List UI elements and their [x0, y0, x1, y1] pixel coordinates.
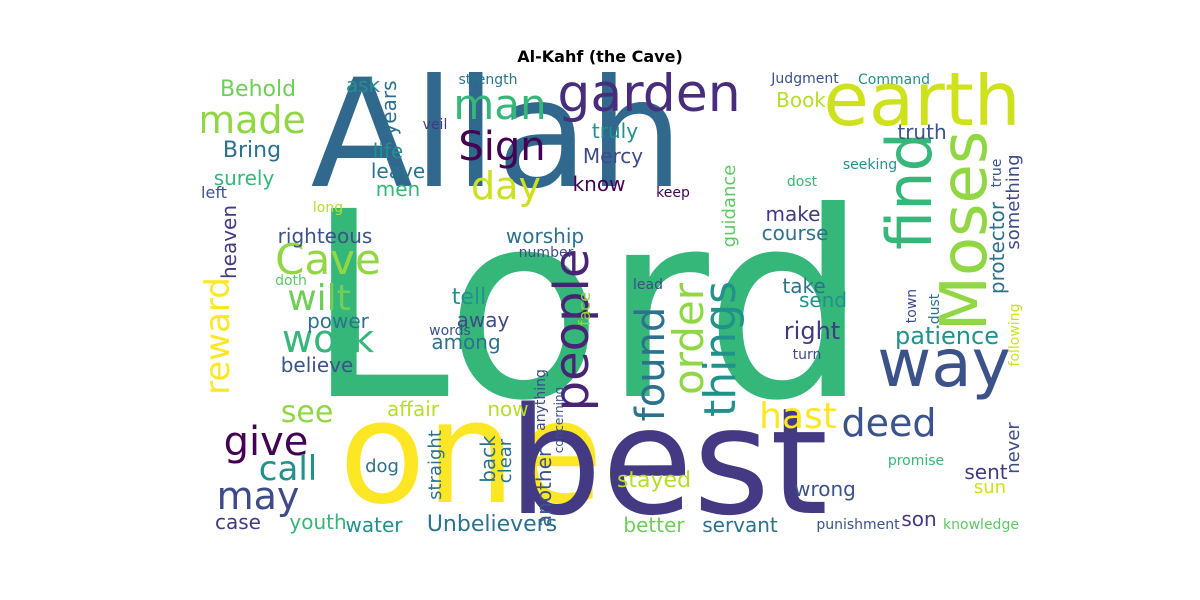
- cloud-word-right: right: [783, 317, 841, 345]
- cloud-word-men: men: [375, 177, 421, 201]
- cloud-word-things: things: [695, 280, 746, 418]
- cloud-word-servant: servant: [702, 513, 778, 537]
- cloud-word-behold: Behold: [219, 77, 297, 102]
- cloud-word-cave: Cave: [275, 235, 381, 284]
- cloud-word-dog: dog: [365, 456, 399, 477]
- cloud-word-truth: truth: [897, 120, 947, 144]
- cloud-word-book: Book: [776, 88, 826, 112]
- cloud-word-number: number: [518, 245, 574, 261]
- cloud-word-command: Command: [858, 72, 930, 88]
- cloud-word-one: one: [338, 371, 604, 536]
- cloud-word-away: away: [456, 308, 510, 332]
- cloud-word-town: town: [904, 288, 920, 324]
- cloud-word-sign: Sign: [458, 124, 546, 170]
- cloud-word-work: work: [282, 317, 374, 361]
- cloud-word-never: never: [1003, 422, 1024, 474]
- cloud-word-bring: Bring: [222, 138, 282, 163]
- cloud-word-take: take: [782, 274, 826, 298]
- figure-title: Al-Kahf (the Cave): [517, 47, 683, 66]
- cloud-word-see: see: [280, 395, 334, 430]
- cloud-word-believe: believe: [280, 353, 354, 377]
- cloud-word-strength: strength: [458, 72, 518, 88]
- cloud-word-doth: doth: [275, 273, 307, 289]
- cloud-word-tell: tell: [451, 285, 487, 310]
- cloud-word-anything: anything: [533, 369, 549, 431]
- cloud-word-day: day: [471, 164, 541, 208]
- cloud-word-knowledge: knowledge: [943, 517, 1019, 533]
- cloud-word-now: now: [487, 397, 529, 421]
- cloud-word-dost: dost: [786, 174, 818, 190]
- cloud-word-son: son: [901, 507, 937, 531]
- cloud-word-left: left: [202, 183, 227, 202]
- cloud-word-concerning: concerning: [552, 386, 566, 454]
- cloud-word-long: long: [312, 200, 344, 216]
- cloud-word-turn: turn: [792, 347, 822, 363]
- cloud-word-case: case: [215, 510, 261, 534]
- cloud-word-man: man: [453, 80, 547, 129]
- cloud-word-leave: leave: [370, 159, 426, 183]
- cloud-word-among: among: [431, 330, 501, 354]
- cloud-word-lead: lead: [633, 277, 663, 293]
- cloud-word-years: years: [377, 80, 401, 136]
- cloud-word-hast: hast: [759, 396, 837, 437]
- cloud-word-power: power: [307, 309, 369, 333]
- cloud-word-ask: ask: [345, 73, 381, 97]
- cloud-word-veil: veil: [422, 117, 448, 133]
- cloud-word-dust: dust: [927, 293, 943, 325]
- cloud-word-words: words: [429, 323, 471, 339]
- cloud-word-stayed: stayed: [616, 468, 692, 493]
- cloud-word-send: send: [798, 288, 848, 312]
- cloud-word-water: water: [345, 513, 403, 537]
- cloud-word-give: give: [223, 419, 309, 465]
- cloud-word-youth: youth: [289, 510, 347, 534]
- cloud-word-following: following: [1007, 303, 1023, 367]
- cloud-word-know: know: [572, 172, 626, 196]
- cloud-word-make: make: [765, 202, 821, 226]
- cloud-word-made: made: [202, 98, 306, 142]
- cloud-word-promise: promise: [887, 453, 945, 469]
- cloud-word-patience: patience: [895, 322, 999, 350]
- cloud-word-sun: sun: [973, 477, 1007, 498]
- cloud-word-may: may: [216, 474, 300, 518]
- cloud-word-something: something: [1003, 154, 1024, 250]
- cloud-word-earth: earth: [823, 72, 1021, 143]
- cloud-word-life: life: [372, 139, 404, 163]
- cloud-word-wilt: wilt: [287, 278, 351, 319]
- cloud-word-straight: straight: [425, 430, 446, 500]
- word-cloud: Lord Allah one best earth garden find Moses way p…: [202, 72, 1028, 540]
- cloud-word-wrong: wrong: [794, 477, 856, 501]
- cloud-word-seeking: seeking: [842, 157, 898, 173]
- cloud-word-face: face: [575, 291, 594, 327]
- cloud-word-judgment: Judgment: [771, 72, 839, 87]
- cloud-word-reward: reward: [202, 277, 238, 395]
- cloud-word-deed: deed: [841, 401, 937, 445]
- cloud-word-mercy: Mercy: [582, 144, 644, 168]
- cloud-word-lord: Lord: [305, 157, 869, 457]
- cloud-word-heaven: heaven: [217, 204, 241, 280]
- cloud-word-guidance: guidance: [719, 164, 740, 248]
- cloud-word-worship: worship: [505, 224, 585, 248]
- cloud-word-course: course: [761, 221, 829, 245]
- cloud-word-unbelievers: Unbelievers: [426, 512, 558, 537]
- cloud-word-affair: affair: [386, 397, 440, 421]
- cloud-word-true: true: [989, 158, 1005, 188]
- cloud-word-punishment: punishment: [816, 517, 900, 533]
- cloud-word-righteous: righteous: [277, 224, 373, 248]
- cloud-word-clear: clear: [495, 438, 516, 484]
- cloud-word-sent: sent: [964, 460, 1008, 484]
- cloud-word-garden: garden: [557, 72, 741, 124]
- cloud-word-keep: keep: [656, 185, 690, 201]
- cloud-word-surely: surely: [213, 166, 275, 190]
- cloud-word-allah: Allah: [310, 72, 684, 222]
- cloud-word-better: better: [623, 513, 685, 537]
- cloud-word-call: call: [258, 449, 318, 489]
- cloud-word-truly: truly: [591, 119, 639, 143]
- cloud-word-way: way: [877, 325, 1011, 402]
- cloud-word-best: best: [507, 376, 829, 540]
